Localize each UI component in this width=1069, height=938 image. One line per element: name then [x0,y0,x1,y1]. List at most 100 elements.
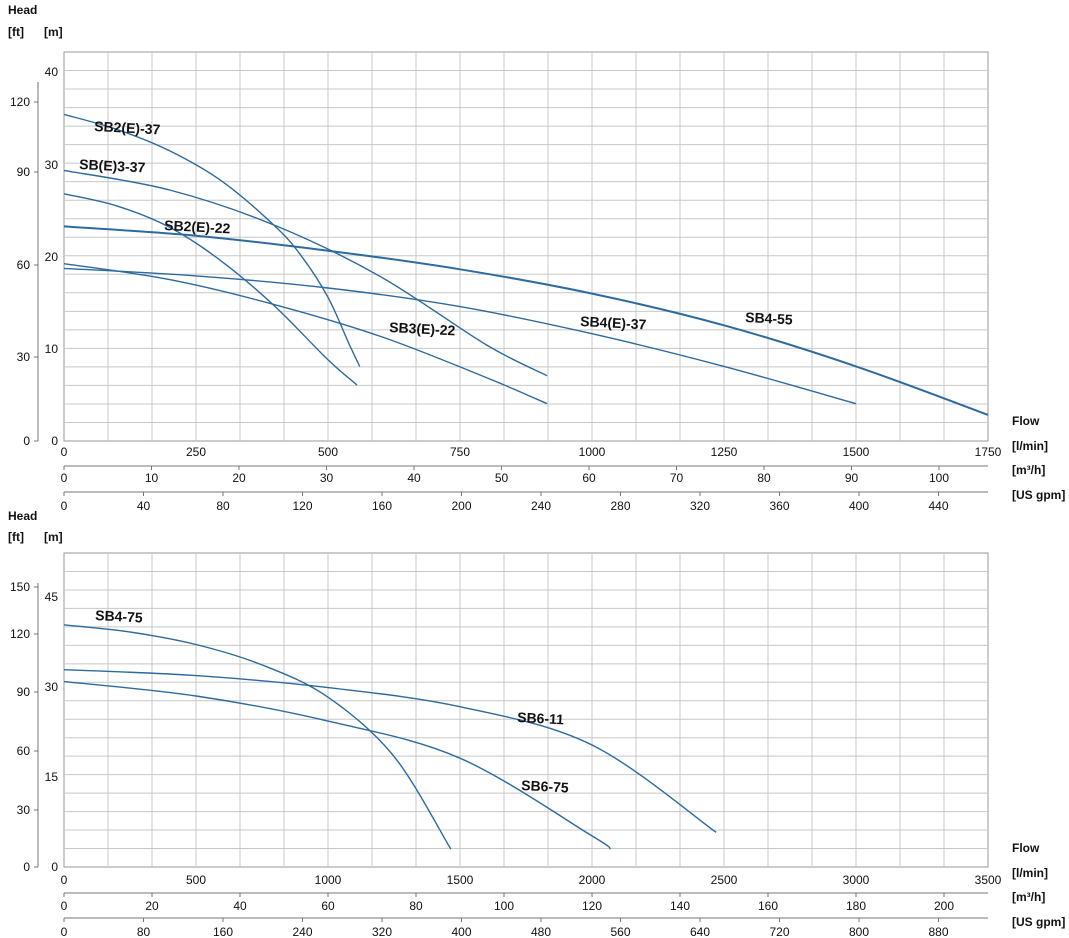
xtick-gpm-label: 80 [137,925,151,938]
xtick-m3h-label: 0 [61,471,68,485]
xtick-gpm-label: 720 [769,925,789,938]
xtick-lmin-label: 1500 [843,445,870,459]
xtick-gpm-label: 160 [213,925,233,938]
xtick-gpm-label: 160 [372,499,392,513]
ytick-m-label: 15 [45,770,59,784]
xtick-m3h-label: 120 [582,899,602,913]
series-label: SB6-11 [517,709,565,727]
m-unit-label: [m] [44,25,63,39]
chart-bottom: Head [ft] [m] Flow [l/min] [m³/h] [US gpm] 0 15 3… [8,509,1065,938]
xtick-gpm-label: 440 [928,499,948,513]
series-line-sb4-e-37 [63,267,857,405]
xtick-m3h-label: 140 [670,899,690,913]
xtick-lmin-label: 1750 [975,445,1002,459]
xtick-m3h-label: 50 [495,471,509,485]
xtick-lmin-label: 500 [186,873,206,887]
xtick-gpm-label: 800 [849,925,869,938]
series-line-sb6-11 [63,669,717,833]
plot-area [63,51,989,442]
series-label: SB4(E)-37 [580,313,647,332]
m-unit-label: [m] [44,530,63,544]
xtick-gpm-label: 200 [451,499,471,513]
xtick-gpm-label: 320 [690,499,710,513]
ytick-ft-label: 150 [10,580,30,594]
series-line-sb3-e-22 [63,263,548,405]
series-line-sb2-e-22 [63,193,358,386]
xtick-m3h-label: 180 [846,899,866,913]
xtick-lmin-label: 1500 [447,873,474,887]
xtick-gpm-label: 320 [372,925,392,938]
ytick-ft-label: 120 [10,95,30,109]
ytick-m-label: 10 [45,342,59,356]
flow-label: Flow [1012,414,1040,428]
unit-lmin-label: [l/min] [1012,866,1048,880]
ytick-ft-label: 0 [23,434,30,448]
ytick-ft-label: 30 [17,350,31,364]
ft-unit-label: [ft] [8,530,24,544]
head-label: Head [8,509,37,523]
series-label: SB2(E)-22 [164,217,231,236]
xtick-m3h-label: 160 [758,899,778,913]
flow-label: Flow [1012,841,1040,855]
xtick-gpm-label: 0 [61,499,68,513]
xtick-gpm-label: 280 [610,499,630,513]
ytick-ft-label: 0 [23,860,30,874]
head-label: Head [8,3,37,17]
xtick-lmin-label: 2000 [579,873,606,887]
xtick-m3h-label: 100 [494,899,514,913]
ft-unit-label: [ft] [8,25,24,39]
xtick-m3h-label: 80 [757,471,771,485]
xtick-lmin-label: 1000 [579,445,606,459]
ytick-ft-label: 60 [17,258,31,272]
xtick-m3h-label: 40 [407,471,421,485]
series-line-sb4-55 [63,225,989,416]
xtick-lmin-label: 0 [61,445,68,459]
xtick-m3h-label: 60 [321,899,335,913]
xtick-m3h-label: 10 [145,471,159,485]
series-label: SB4-75 [95,607,143,625]
xtick-m3h-label: 0 [61,899,68,913]
xtick-gpm-label: 400 [849,499,869,513]
xtick-m3h-label: 200 [934,899,954,913]
ytick-ft-label: 90 [17,165,31,179]
xtick-lmin-label: 500 [318,445,338,459]
xtick-gpm-label: 120 [292,499,312,513]
xtick-lmin-label: 3000 [843,873,870,887]
ytick-ft-label: 30 [17,803,31,817]
unit-m3h-label: [m³/h] [1012,463,1045,477]
xtick-m3h-label: 20 [232,471,246,485]
xtick-m3h-label: 30 [320,471,334,485]
ytick-m-label: 30 [45,158,59,172]
unit-gpm-label: [US gpm] [1012,915,1065,929]
unit-gpm-label: [US gpm] [1012,488,1065,502]
series-line-sb4-75 [63,624,452,850]
ytick-m-label: 40 [45,65,59,79]
ytick-m-label: 30 [45,680,59,694]
xtick-gpm-label: 640 [690,925,710,938]
xtick-lmin-label: 3500 [975,873,1002,887]
ytick-m-label: 0 [51,434,58,448]
xtick-m3h-label: 60 [582,471,596,485]
ytick-m-label: 20 [45,250,59,264]
ytick-ft-label: 60 [17,744,31,758]
xtick-lmin-label: 0 [61,873,68,887]
ytick-ft-label: 90 [17,685,31,699]
xtick-gpm-label: 400 [451,925,471,938]
series-label: SB3(E)-22 [389,319,456,338]
xtick-m3h-label: 80 [409,899,423,913]
xtick-lmin-label: 750 [450,445,470,459]
plot-area [63,552,989,868]
xtick-gpm-label: 360 [769,499,789,513]
series-label: SB(E)3-37 [79,156,146,175]
series-line-sb2-e-37 [63,113,361,367]
xtick-lmin-label: 250 [186,445,206,459]
series-label: SB4-55 [745,309,793,327]
xtick-gpm-label: 880 [928,925,948,938]
series-line-sb-e-3-37 [63,169,548,377]
xtick-m3h-label: 40 [233,899,247,913]
xtick-m3h-label: 90 [845,471,859,485]
xtick-lmin-label: 1250 [711,445,738,459]
xtick-lmin-label: 1000 [315,873,342,887]
chart-top: Head [ft] [m] Flow [l/min] [m³/h] [US gpm] 0 10 2… [8,3,1065,513]
xtick-gpm-label: 240 [531,499,551,513]
